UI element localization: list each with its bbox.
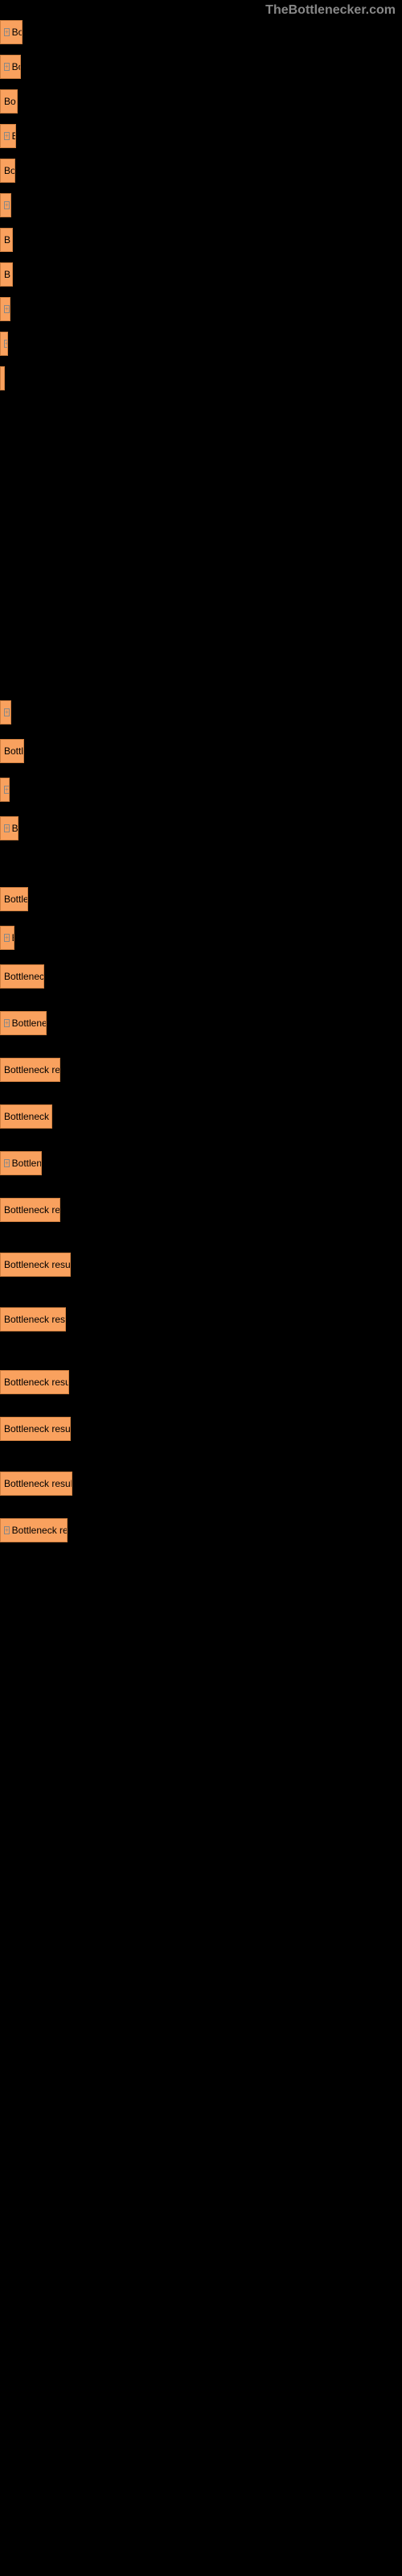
bar-label: Bo	[12, 27, 23, 38]
expand-icon[interactable]: +	[4, 201, 10, 209]
bar-row: Bo	[0, 159, 402, 187]
expand-icon[interactable]: +	[4, 1019, 10, 1027]
bar-label: Bottl	[4, 745, 23, 757]
bar-label: Bo	[12, 823, 18, 834]
bar-row: Bo	[0, 89, 402, 118]
expand-icon[interactable]: +	[4, 1526, 10, 1534]
result-bar[interactable]: Bo	[0, 89, 18, 114]
bar-row: B	[0, 262, 402, 291]
bar-row: Bottleneck resu	[0, 1417, 402, 1445]
bar-label: Bo	[4, 165, 15, 176]
bar-label: Bottleneck re	[4, 1064, 60, 1075]
result-bar[interactable]: Bottleneck resu	[0, 1253, 71, 1277]
result-bar[interactable]: +Bo	[0, 20, 23, 44]
bar-row: Bottleneck resul	[0, 1472, 402, 1500]
bar-row: +B	[0, 926, 402, 954]
result-bar[interactable]: +Bottleneck res	[0, 1518, 68, 1542]
expand-icon[interactable]: +	[4, 934, 10, 942]
expand-icon[interactable]: +	[4, 340, 8, 348]
bar-row: +Bottleneck res	[0, 1518, 402, 1546]
bar-row: Bottleneck re	[0, 1198, 402, 1226]
bar-row: +B	[0, 778, 402, 806]
result-bar[interactable]: Bottleneck	[0, 964, 44, 989]
bar-label: Bottlene	[12, 1158, 42, 1169]
bar-row: +Bottlene	[0, 1151, 402, 1179]
bar-row: +B	[0, 193, 402, 221]
result-bar[interactable]: Bottleneck res	[0, 1307, 66, 1331]
expand-icon[interactable]: +	[4, 132, 10, 140]
bar-row: Bottleneck res	[0, 1307, 402, 1335]
bar-label: Bottleneck	[12, 1018, 47, 1029]
result-bar[interactable]: B	[0, 228, 13, 252]
bar-label: Bottleneck res	[12, 1525, 68, 1536]
expand-icon[interactable]: +	[4, 824, 10, 832]
result-bar[interactable]: B	[0, 262, 13, 287]
result-bar[interactable]: Bottleneck re	[0, 1198, 60, 1222]
expand-icon[interactable]: +	[4, 305, 10, 313]
result-bar[interactable]: +B	[0, 297, 10, 321]
expand-icon[interactable]: +	[4, 63, 10, 71]
result-bar[interactable]	[0, 366, 5, 390]
result-bar[interactable]: Bottleneck re	[0, 1058, 60, 1082]
bar-row: +B	[0, 124, 402, 152]
result-bar[interactable]: +B	[0, 193, 11, 217]
bar-row: Bottl	[0, 739, 402, 767]
result-bar[interactable]: Bottleneck resu	[0, 1370, 69, 1394]
bar-row: +Bo	[0, 816, 402, 844]
result-bar[interactable]: Bottleneck resul	[0, 1472, 72, 1496]
result-bar[interactable]: +B	[0, 926, 14, 950]
bar-row: Bottleneck re	[0, 1058, 402, 1086]
bar-row: Bottle	[0, 887, 402, 915]
bar-label: Bottleneck res	[4, 1314, 65, 1325]
bar-label: Bottleneck	[4, 971, 44, 982]
bar-label: Bottleneck resul	[4, 1478, 72, 1489]
bar-row	[0, 366, 402, 394]
result-bar[interactable]: +B	[0, 700, 11, 724]
bar-label: Bo	[4, 96, 16, 107]
bar-row: Bottleneck resu	[0, 1370, 402, 1398]
bar-row: B	[0, 228, 402, 256]
result-bar[interactable]: Bottleneck r	[0, 1104, 52, 1129]
bars-container: +Bo+BoBo+BBo+BBB+B+B+BBottl+B+BoBottle+B…	[0, 0, 402, 2576]
bar-row: +Bo	[0, 20, 402, 48]
result-bar[interactable]: Bottl	[0, 739, 24, 763]
bar-row: Bottleneck	[0, 964, 402, 993]
expand-icon[interactable]: +	[4, 708, 10, 716]
expand-icon[interactable]: +	[4, 1159, 10, 1167]
result-bar[interactable]: Bottle	[0, 887, 28, 911]
bar-row: +B	[0, 700, 402, 729]
result-bar[interactable]: +B	[0, 332, 8, 356]
bar-label: Bottleneck re	[4, 1204, 60, 1216]
bar-label: B	[12, 130, 16, 142]
bar-label: Bottleneck resu	[4, 1423, 71, 1435]
expand-icon[interactable]: +	[4, 786, 10, 794]
result-bar[interactable]: +Bottleneck	[0, 1011, 47, 1035]
bar-row: Bottleneck r	[0, 1104, 402, 1133]
bar-label: Bottle	[4, 894, 28, 905]
result-bar[interactable]: +B	[0, 778, 10, 802]
bar-label: B	[4, 234, 10, 246]
bar-label: Bottleneck resu	[4, 1377, 69, 1388]
expand-icon[interactable]: +	[4, 28, 10, 36]
result-bar[interactable]: Bottleneck resu	[0, 1417, 71, 1441]
result-bar[interactable]: Bo	[0, 159, 15, 183]
bar-row: +B	[0, 332, 402, 360]
bar-row: Bottleneck resu	[0, 1253, 402, 1281]
result-bar[interactable]: +B	[0, 124, 16, 148]
result-bar[interactable]: +Bottlene	[0, 1151, 42, 1175]
bar-label: B	[12, 932, 14, 943]
bar-label: Bottleneck resu	[4, 1259, 71, 1270]
result-bar[interactable]: +Bo	[0, 55, 21, 79]
bar-row: +Bottleneck	[0, 1011, 402, 1039]
bar-label: Bo	[12, 61, 21, 72]
bar-label: B	[4, 269, 10, 280]
bar-row: +B	[0, 297, 402, 325]
bar-label: Bottleneck r	[4, 1111, 52, 1122]
result-bar[interactable]: +Bo	[0, 816, 18, 840]
bar-row: +Bo	[0, 55, 402, 83]
